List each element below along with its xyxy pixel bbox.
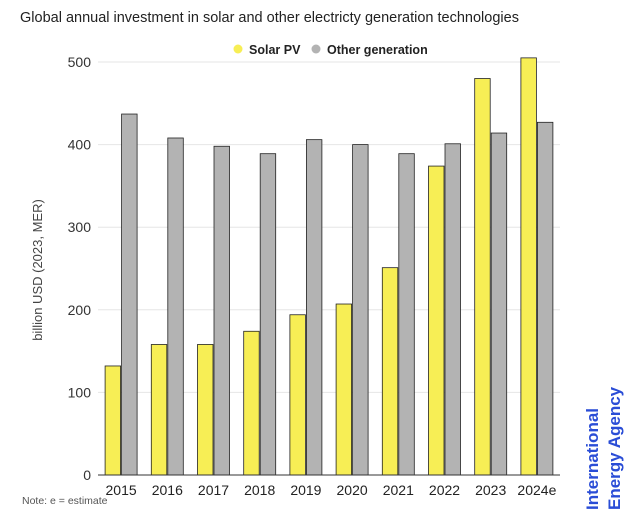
solar-pv-bar bbox=[289, 314, 306, 476]
legend-other-generation-swatch bbox=[311, 44, 321, 54]
solar-pv-bar bbox=[150, 344, 168, 476]
solar-pv-bar bbox=[104, 365, 121, 476]
other-generation-bar bbox=[352, 144, 369, 476]
legend-other-generation: Other generation bbox=[311, 43, 428, 57]
y-axis-tick-labels: 0 100 200 300 400 500 bbox=[68, 54, 92, 483]
y-tick-label: 300 bbox=[68, 219, 92, 235]
iea-logo: International Energy Agency bbox=[583, 386, 624, 510]
legend-other-generation-label: Other generation bbox=[327, 43, 428, 57]
x-tick-label: 2016 bbox=[152, 482, 183, 498]
other-generation-bar bbox=[490, 132, 508, 476]
other-generation-bar bbox=[305, 139, 323, 476]
x-tick-label: 2020 bbox=[337, 482, 368, 498]
legend: Solar PV Other generation bbox=[233, 43, 428, 57]
other-generation-bar bbox=[259, 153, 277, 476]
solar-pv-bar bbox=[381, 267, 399, 476]
y-tick-label: 500 bbox=[68, 54, 92, 70]
x-tick-label: 2023 bbox=[475, 482, 506, 498]
x-tick-label: 2019 bbox=[290, 482, 321, 498]
solar-pv-bar bbox=[197, 344, 214, 476]
x-tick-label: 2022 bbox=[429, 482, 460, 498]
x-axis-tick-labels: 2015 2016 2017 2018 2019 2020 2021 2022 2023 2024… bbox=[106, 482, 557, 498]
x-tick-label: 2021 bbox=[383, 482, 414, 498]
footnote: Note: e = estimate bbox=[22, 495, 108, 507]
bars bbox=[104, 57, 554, 476]
y-tick-label: 200 bbox=[68, 302, 92, 318]
x-tick-label: 2017 bbox=[198, 482, 229, 498]
svg-text:International: International bbox=[583, 408, 602, 510]
other-generation-bar bbox=[167, 137, 184, 476]
x-tick-label: 2024e bbox=[517, 482, 556, 498]
x-tick-label: 2018 bbox=[244, 482, 275, 498]
solar-pv-bar bbox=[243, 330, 260, 476]
x-tick-label: 2015 bbox=[106, 482, 137, 498]
other-generation-bar bbox=[398, 153, 415, 476]
solar-pv-bar bbox=[520, 57, 537, 476]
y-axis-label: billion USD (2023, MER) bbox=[30, 199, 45, 341]
solar-pv-bar bbox=[335, 303, 353, 476]
y-tick-label: 100 bbox=[68, 384, 92, 400]
other-generation-bar bbox=[537, 121, 554, 476]
y-tick-label: 400 bbox=[68, 137, 92, 153]
chart-title: Global annual investment in solar and ot… bbox=[20, 10, 519, 26]
svg-text:Energy Agency: Energy Agency bbox=[605, 386, 624, 510]
other-generation-bar bbox=[444, 143, 461, 476]
other-generation-bar bbox=[213, 145, 230, 476]
legend-solar-pv-label: Solar PV bbox=[249, 43, 301, 57]
legend-solar-pv: Solar PV bbox=[233, 43, 301, 57]
legend-solar-pv-swatch bbox=[233, 44, 243, 54]
solar-pv-bar bbox=[474, 78, 491, 476]
gridlines bbox=[98, 61, 560, 393]
solar-pv-bar bbox=[428, 165, 445, 476]
other-generation-bar bbox=[121, 113, 138, 476]
y-tick-label: 0 bbox=[83, 467, 91, 483]
